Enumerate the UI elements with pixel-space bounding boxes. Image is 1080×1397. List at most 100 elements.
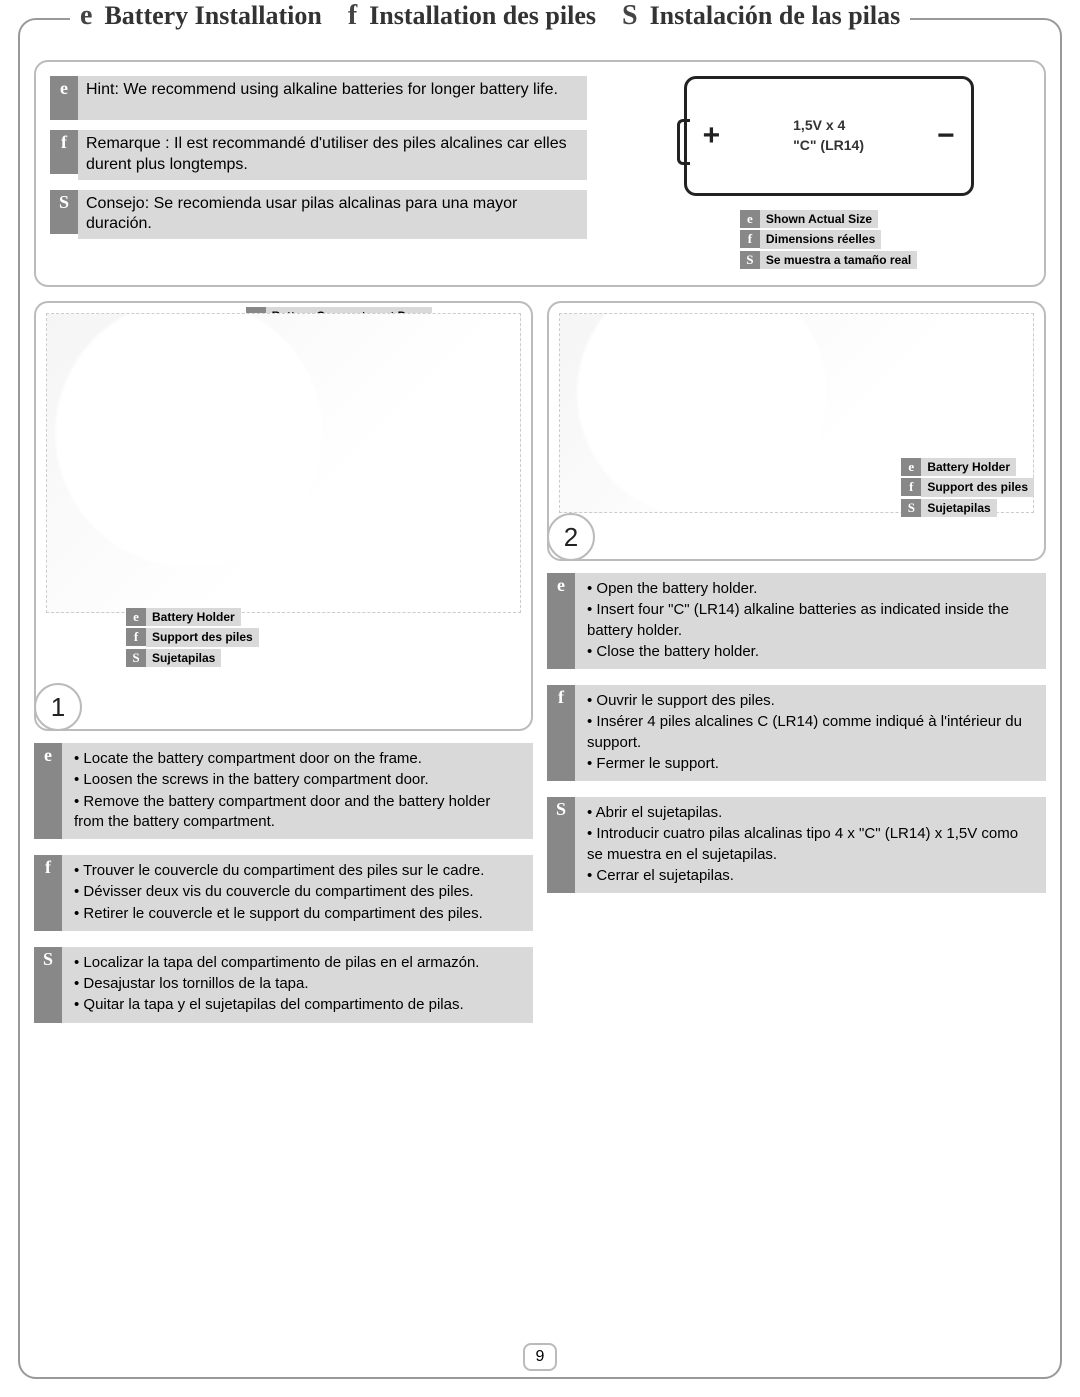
step1-e-1: Loosen the screws in the battery compart… xyxy=(74,770,523,790)
battery-minus-icon: − xyxy=(937,119,955,153)
actual-size-legend: e Shown Actual Size f Dimensions réelles… xyxy=(740,210,917,271)
fig1-holder-legend: e Battery Holder f Support des piles S S… xyxy=(126,608,259,669)
title-es: S Instalación de las pilas xyxy=(622,0,900,32)
lang-tag: e xyxy=(34,743,62,839)
tag: S xyxy=(901,499,921,517)
text: Sujetapilas xyxy=(921,499,996,517)
lang-tag: S xyxy=(547,797,575,893)
battery-diagram-col: + 1,5V x 4 "C" (LR14) − e Shown Actual S… xyxy=(627,76,1030,271)
page-number: 9 xyxy=(523,1343,557,1371)
lang-tag: S xyxy=(34,947,62,1023)
actual-size-text-f: Dimensions réelles xyxy=(760,230,881,248)
title-lang-f: f xyxy=(348,0,357,32)
fig2-holder-e: e Battery Holder xyxy=(901,458,1034,476)
title-en: e Battery Installation xyxy=(80,0,322,32)
step-1-number: 1 xyxy=(34,683,82,731)
hint-text-f: Remarque : Il est recommandé d'utiliser … xyxy=(78,130,587,180)
actual-size-text-s: Se muestra a tamaño real xyxy=(760,251,917,269)
step2-e-2: Close the battery holder. xyxy=(587,642,1036,662)
step2-s-body: Abrir el sujetapilas. Introducir cuatro … xyxy=(575,797,1046,893)
title-lang-s: S xyxy=(622,0,638,32)
fig1-holder-f: f Support des piles xyxy=(126,628,259,646)
step2-f-body: Ouvrir le support des piles. Insérer 4 p… xyxy=(575,685,1046,781)
step1-e-0: Locate the battery compartment door on t… xyxy=(74,749,523,769)
actual-size-text-e: Shown Actual Size xyxy=(760,210,878,228)
figure-1-image xyxy=(46,313,521,613)
lang-tag: f xyxy=(547,685,575,781)
figure-2-panel: e Battery Holder f Support des piles S S… xyxy=(547,301,1046,561)
text: Support des piles xyxy=(921,478,1034,496)
fig1-holder-s: S Sujetapilas xyxy=(126,649,259,667)
title-text-s: Instalación de las pilas xyxy=(650,1,901,31)
step1-f-1: Dévisser deux vis du couvercle du compar… xyxy=(74,882,523,902)
step2-f-2: Fermer le support. xyxy=(587,754,1036,774)
step2-s-0: Abrir el sujetapilas. xyxy=(587,803,1036,823)
step1-column: e Battery Compartment Door f Couvercle d… xyxy=(34,301,533,1027)
step2-f: f Ouvrir le support des piles. Insérer 4… xyxy=(547,685,1046,781)
hints-column: e Hint: We recommend using alkaline batt… xyxy=(50,76,587,271)
step1-s-1: Desajustar los tornillos de la tapa. xyxy=(74,974,523,994)
step-2-number: 2 xyxy=(547,513,595,561)
step1-e: e Locate the battery compartment door on… xyxy=(34,743,533,839)
small-tag-e: e xyxy=(740,210,760,228)
step1-f-body: Trouver le couvercle du compartiment des… xyxy=(62,855,533,931)
step1-e-body: Locate the battery compartment door on t… xyxy=(62,743,533,839)
step2-e: e Open the battery holder. Insert four "… xyxy=(547,573,1046,669)
title-bar: e Battery Installation f Installation de… xyxy=(70,0,910,32)
step2-column: e Battery Holder f Support des piles S S… xyxy=(547,301,1046,1027)
hint-text-s: Consejo: Se recomienda usar pilas alcali… xyxy=(78,190,587,240)
tag: e xyxy=(901,458,921,476)
step1-f-2: Retirer le couvercle et le support du co… xyxy=(74,904,523,924)
title-text-f: Installation des piles xyxy=(369,1,596,31)
text: Battery Holder xyxy=(146,608,241,626)
step1-f: f Trouver le couvercle du compartiment d… xyxy=(34,855,533,931)
hint-text-e: Hint: We recommend using alkaline batter… xyxy=(78,76,587,120)
step2-f-1: Insérer 4 piles alcalines C (LR14) comme… xyxy=(587,712,1036,753)
title-fr: f Installation des piles xyxy=(348,0,596,32)
content: e Hint: We recommend using alkaline batt… xyxy=(34,60,1046,1027)
step1-s: S Localizar la tapa del compartimento de… xyxy=(34,947,533,1023)
title-lang-e: e xyxy=(80,0,92,32)
battery-plus-icon: + xyxy=(703,119,721,153)
battery-outline: + 1,5V x 4 "C" (LR14) − xyxy=(684,76,974,196)
fig1-holder-e: e Battery Holder xyxy=(126,608,259,626)
step1-s-2: Quitar la tapa y el sujetapilas del comp… xyxy=(74,995,523,1015)
hint-f: f Remarque : Il est recommandé d'utilise… xyxy=(50,130,587,180)
step2-e-0: Open the battery holder. xyxy=(587,579,1036,599)
fig2-holder-s: S Sujetapilas xyxy=(901,499,1034,517)
actual-size-f: f Dimensions réelles xyxy=(740,230,917,248)
lang-tag-s: S xyxy=(50,190,78,234)
step2-f-0: Ouvrir le support des piles. xyxy=(587,691,1036,711)
battery-spec: 1,5V x 4 "C" (LR14) xyxy=(793,116,864,155)
page-frame: e Battery Installation f Installation de… xyxy=(18,18,1062,1379)
tag: S xyxy=(126,649,146,667)
hint-e: e Hint: We recommend using alkaline batt… xyxy=(50,76,587,120)
title-text-e: Battery Installation xyxy=(104,1,321,31)
figure-1-panel: e Battery Compartment Door f Couvercle d… xyxy=(34,301,533,731)
lang-tag-f: f xyxy=(50,130,78,174)
lang-tag-e: e xyxy=(50,76,78,120)
steps-row: e Battery Compartment Door f Couvercle d… xyxy=(34,301,1046,1027)
step2-e-body: Open the battery holder. Insert four "C"… xyxy=(575,573,1046,669)
lang-tag: e xyxy=(547,573,575,669)
text: Sujetapilas xyxy=(146,649,221,667)
hint-s: S Consejo: Se recomienda usar pilas alca… xyxy=(50,190,587,240)
actual-size-s: S Se muestra a tamaño real xyxy=(740,251,917,269)
tag: e xyxy=(126,608,146,626)
battery-spec-line2: "C" (LR14) xyxy=(793,136,864,156)
step1-s-0: Localizar la tapa del compartimento de p… xyxy=(74,953,523,973)
step2-s-1: Introducir cuatro pilas alcalinas tipo 4… xyxy=(587,824,1036,865)
tag: f xyxy=(901,478,921,496)
step2-s: S Abrir el sujetapilas. Introducir cuatr… xyxy=(547,797,1046,893)
tag: f xyxy=(126,628,146,646)
hint-panel: e Hint: We recommend using alkaline batt… xyxy=(34,60,1046,287)
small-tag-f: f xyxy=(740,230,760,248)
step1-f-0: Trouver le couvercle du compartiment des… xyxy=(74,861,523,881)
text: Support des piles xyxy=(146,628,259,646)
fig2-holder-f: f Support des piles xyxy=(901,478,1034,496)
step2-e-1: Insert four "C" (LR14) alkaline batterie… xyxy=(587,600,1036,641)
step2-s-2: Cerrar el sujetapilas. xyxy=(587,866,1036,886)
actual-size-e: e Shown Actual Size xyxy=(740,210,917,228)
battery-spec-line1: 1,5V x 4 xyxy=(793,116,864,136)
step1-e-2: Remove the battery compartment door and … xyxy=(74,792,523,833)
